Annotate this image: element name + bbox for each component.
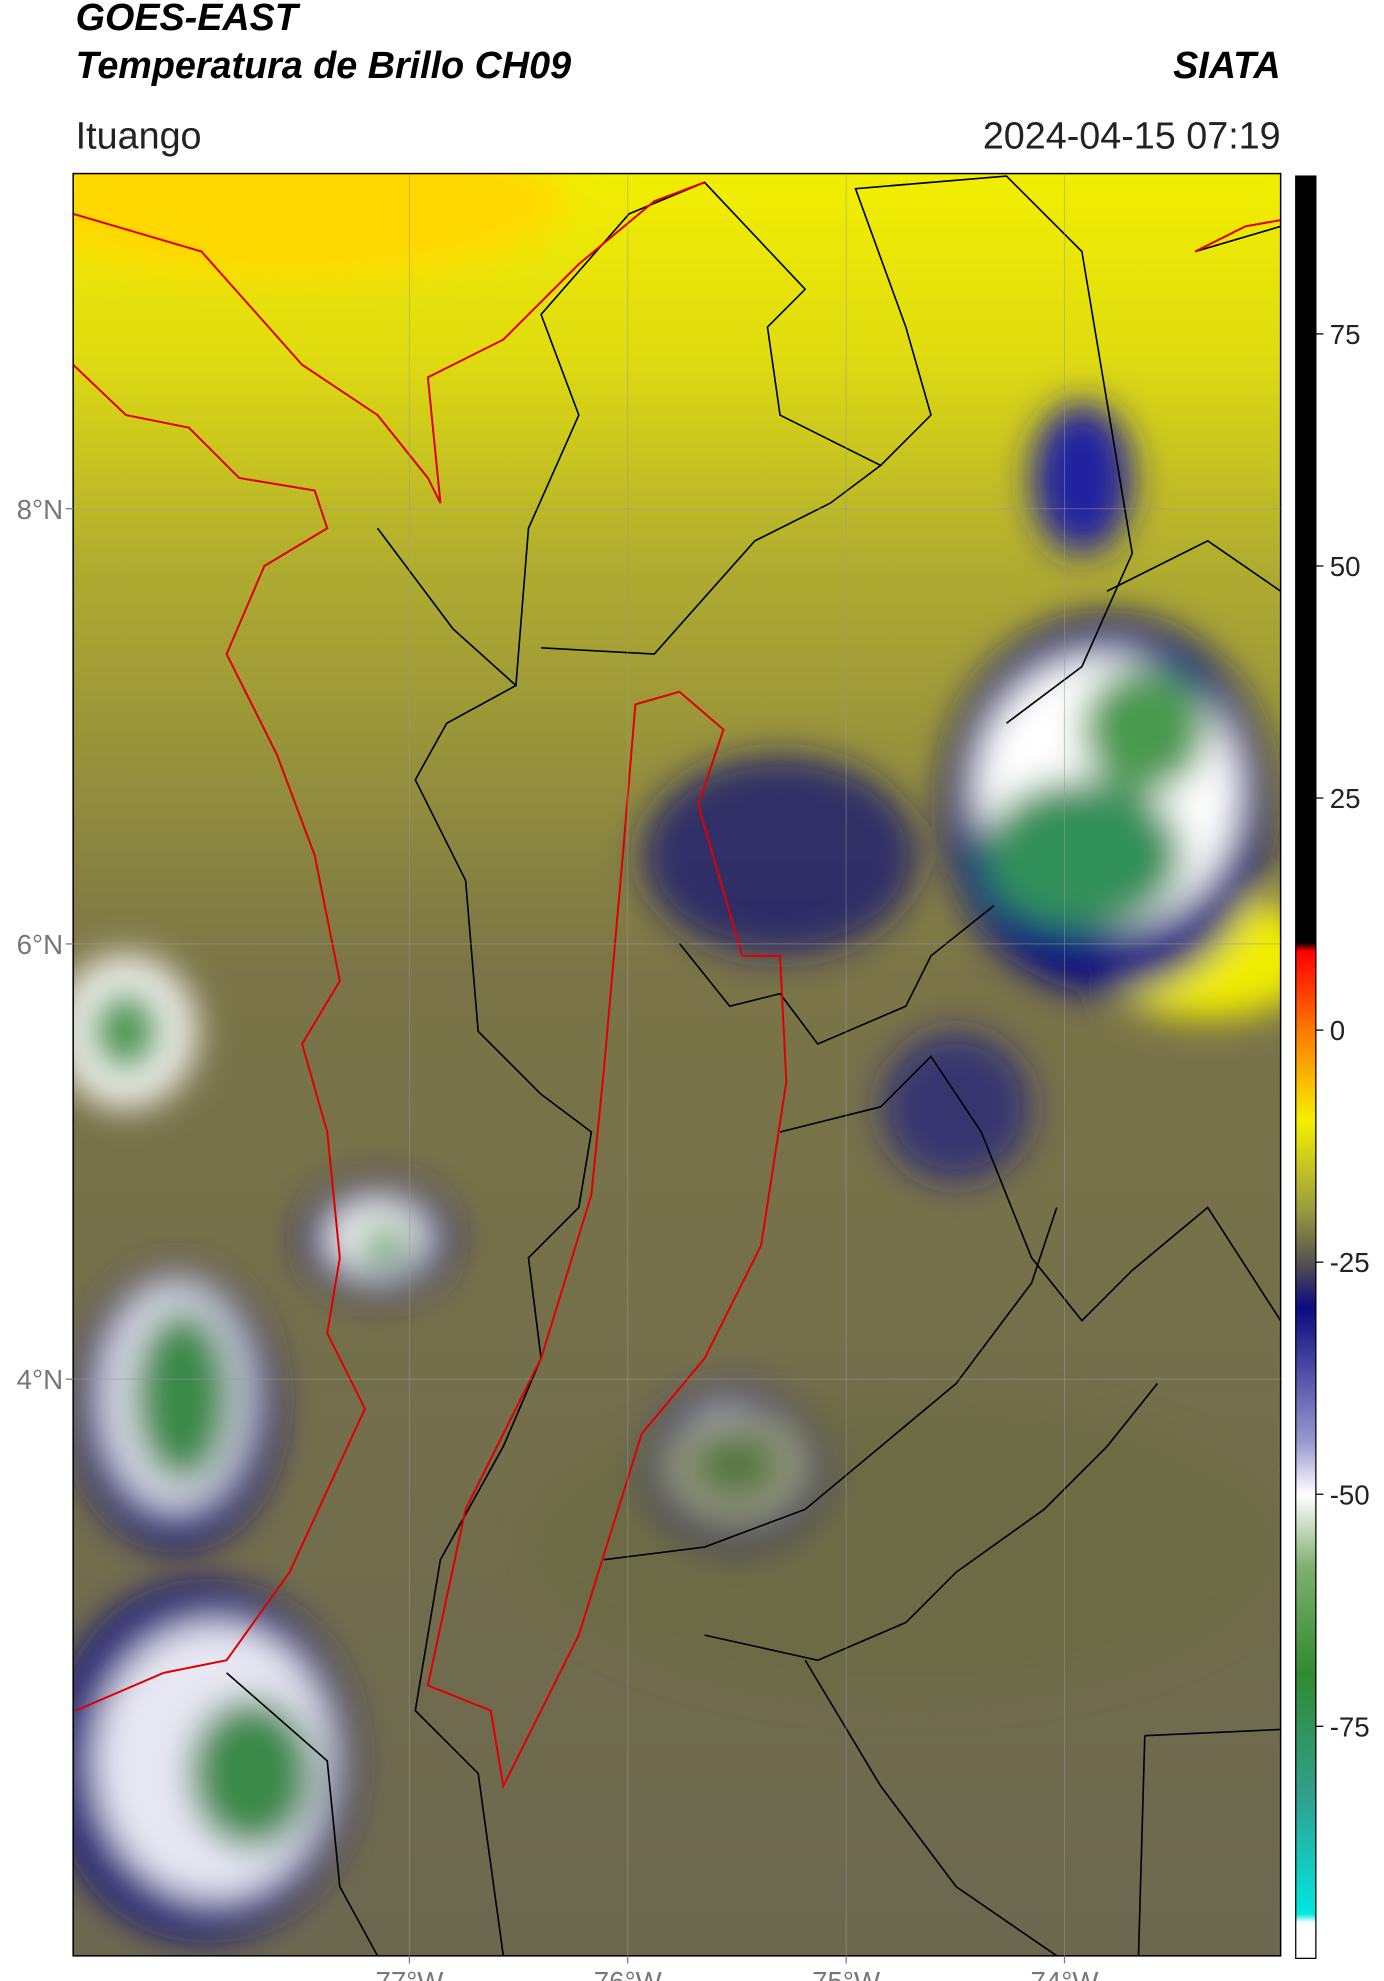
location: Ituango: [76, 114, 202, 156]
y-tick-label: 6°N: [17, 929, 63, 960]
colorbar-tick-label: 50: [1330, 551, 1361, 582]
colorbar-tick-label: -25: [1330, 1247, 1370, 1278]
x-tick-label: 75°W: [812, 1966, 881, 1981]
colorbar-tick-label: -75: [1330, 1711, 1370, 1742]
map-frame: [72, 172, 1282, 1957]
brand: SIATA: [1173, 44, 1281, 86]
y-tick-label: 4°N: [17, 1364, 63, 1395]
datetime: 2024-04-15 07:19: [983, 114, 1281, 156]
satellite-image: [73, 173, 1281, 1956]
colorbar-tick-label: -50: [1330, 1479, 1370, 1510]
colorbar-tick-label: 0: [1330, 1015, 1345, 1046]
colorbar-tick-label: 25: [1330, 783, 1361, 814]
x-tick-label: 76°W: [594, 1966, 663, 1981]
colorbar: [1295, 175, 1317, 1959]
x-tick-label: 74°W: [1031, 1966, 1100, 1981]
y-tick-label: 8°N: [17, 494, 63, 525]
colorbar-tick-label: 75: [1330, 319, 1361, 350]
x-tick-label: 77°W: [375, 1966, 444, 1981]
subtitle: Temperatura de Brillo CH09: [76, 44, 571, 86]
title: GOES-EAST: [76, 0, 301, 38]
